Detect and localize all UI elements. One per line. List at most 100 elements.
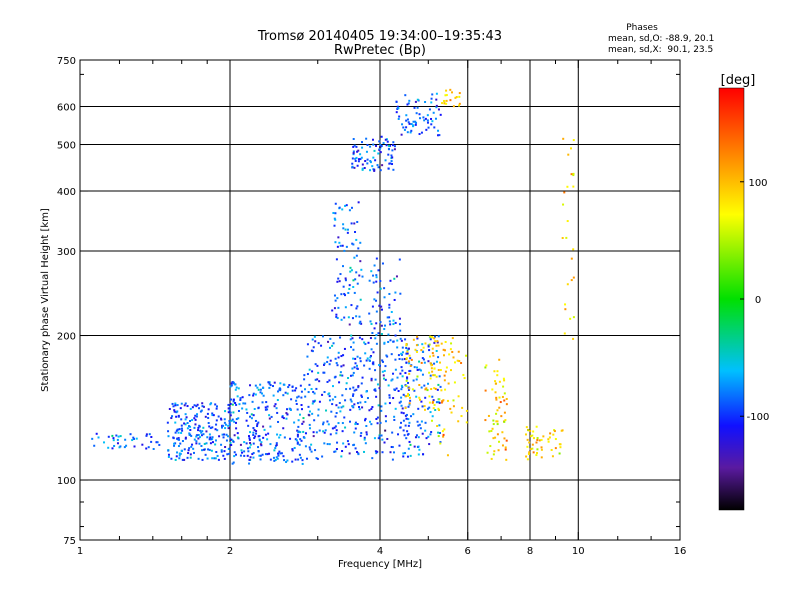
data-point-O bbox=[171, 402, 174, 405]
data-point-X bbox=[496, 374, 499, 377]
data-point-X bbox=[504, 448, 507, 451]
data-point-O bbox=[335, 362, 338, 365]
data-point-O bbox=[436, 341, 439, 344]
data-point-X bbox=[446, 399, 449, 402]
data-point-O bbox=[123, 446, 126, 449]
data-point-O bbox=[394, 291, 397, 294]
data-point-O bbox=[178, 457, 181, 460]
data-point-O bbox=[387, 384, 390, 387]
data-point-O bbox=[438, 134, 441, 137]
data-point-O bbox=[438, 375, 441, 378]
data-point-O bbox=[416, 106, 419, 109]
data-point-O bbox=[387, 144, 390, 147]
data-point-O bbox=[408, 440, 411, 443]
data-point-O bbox=[364, 160, 367, 163]
data-point-X bbox=[536, 439, 539, 442]
data-point-O bbox=[391, 144, 394, 147]
data-point-O bbox=[325, 409, 328, 412]
data-point-O bbox=[264, 453, 267, 456]
data-point-O bbox=[418, 113, 421, 116]
data-point-O bbox=[333, 224, 336, 227]
data-point-X bbox=[562, 137, 565, 140]
data-point-X bbox=[418, 396, 421, 399]
x-tick-label: 8 bbox=[527, 546, 533, 557]
data-point-O bbox=[392, 397, 395, 400]
data-point-X bbox=[501, 444, 504, 447]
data-point-O bbox=[351, 162, 354, 165]
data-point-X bbox=[532, 437, 535, 440]
data-point-O bbox=[251, 453, 254, 456]
data-point-O bbox=[194, 414, 197, 417]
y-tick-label: 600 bbox=[57, 103, 76, 114]
data-point-O bbox=[184, 423, 187, 426]
data-point-O bbox=[239, 397, 242, 400]
data-point-O bbox=[252, 451, 255, 454]
data-point-O bbox=[395, 111, 398, 114]
data-point-O bbox=[406, 430, 409, 433]
data-point-O bbox=[95, 432, 98, 435]
data-point-O bbox=[336, 364, 339, 367]
data-point-O bbox=[229, 414, 232, 417]
data-point-O bbox=[209, 438, 212, 441]
data-point-O bbox=[116, 438, 119, 441]
data-point-O bbox=[385, 144, 388, 147]
data-point-O bbox=[412, 124, 415, 127]
data-point-X bbox=[550, 448, 553, 451]
data-point-O bbox=[425, 437, 428, 440]
data-point-O bbox=[379, 421, 382, 424]
data-point-O bbox=[184, 402, 187, 405]
data-point-O bbox=[334, 218, 337, 221]
data-point-O bbox=[415, 434, 418, 437]
data-point-O bbox=[342, 364, 345, 367]
data-point-O bbox=[392, 319, 395, 322]
data-point-O bbox=[348, 209, 351, 212]
data-point-O bbox=[326, 443, 329, 446]
data-point-O bbox=[117, 435, 120, 438]
data-point-X bbox=[564, 308, 567, 311]
data-point-O bbox=[400, 404, 403, 407]
data-point-X bbox=[443, 379, 446, 382]
data-point-X bbox=[540, 438, 543, 441]
data-point-O bbox=[385, 138, 388, 141]
data-point-O bbox=[238, 403, 241, 406]
data-point-O bbox=[241, 407, 244, 410]
data-point-O bbox=[222, 454, 225, 457]
data-point-X bbox=[442, 433, 445, 436]
data-point-O bbox=[349, 420, 352, 423]
data-point-O bbox=[279, 382, 282, 385]
data-point-O bbox=[273, 459, 276, 462]
data-point-O bbox=[203, 448, 206, 451]
data-point-X bbox=[452, 399, 455, 402]
data-point-O bbox=[422, 116, 425, 119]
data-point-X bbox=[572, 185, 575, 188]
data-point-O bbox=[291, 449, 294, 452]
data-point-O bbox=[337, 277, 340, 280]
data-point-X bbox=[499, 401, 502, 404]
data-point-X bbox=[525, 455, 528, 458]
data-point-O bbox=[200, 444, 203, 447]
data-point-X bbox=[404, 395, 407, 398]
data-point-O bbox=[205, 442, 208, 445]
data-point-O bbox=[379, 280, 382, 283]
data-point-O bbox=[437, 335, 440, 338]
data-point-X bbox=[549, 432, 552, 435]
x-tick-label: 4 bbox=[377, 546, 383, 557]
data-point-X bbox=[501, 431, 504, 434]
data-point-O bbox=[294, 458, 297, 461]
data-point-O bbox=[233, 451, 236, 454]
data-point-X bbox=[408, 396, 411, 399]
data-point-X bbox=[500, 415, 503, 418]
data-point-X bbox=[431, 401, 434, 404]
data-point-O bbox=[285, 417, 288, 420]
data-point-O bbox=[303, 436, 306, 439]
data-point-O bbox=[311, 402, 314, 405]
data-point-O bbox=[276, 411, 279, 414]
data-point-O bbox=[215, 423, 218, 426]
data-point-O bbox=[317, 414, 320, 417]
data-point-O bbox=[174, 421, 177, 424]
data-point-X bbox=[496, 370, 499, 373]
data-point-X bbox=[463, 377, 466, 380]
data-point-O bbox=[316, 457, 319, 460]
data-point-O bbox=[389, 339, 392, 342]
data-point-O bbox=[262, 386, 265, 389]
